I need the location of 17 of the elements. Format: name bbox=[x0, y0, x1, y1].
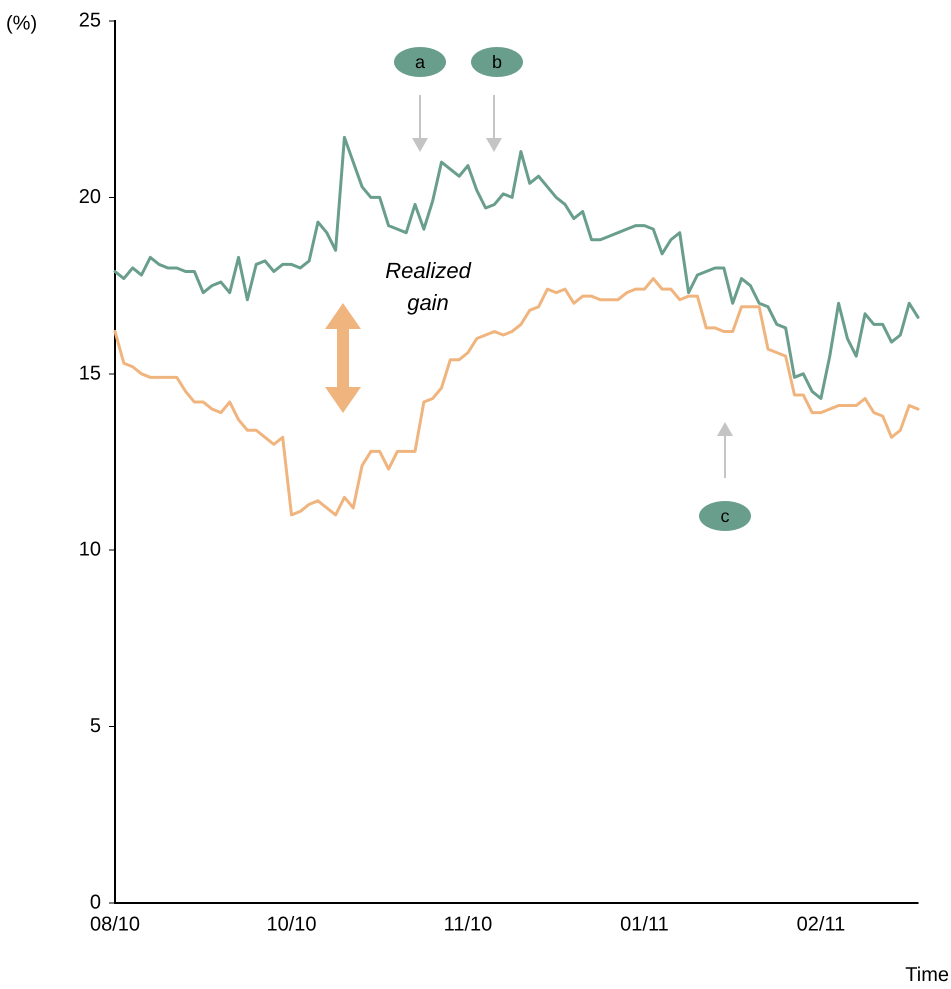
x-tick-label: 01/11 bbox=[620, 914, 669, 936]
y-tick-label: 10 bbox=[78, 538, 101, 561]
y-tick-label: 0 bbox=[90, 892, 101, 914]
x-tick-label: 02/11 bbox=[796, 914, 846, 936]
y-axis-title: (%) bbox=[6, 12, 38, 35]
annotation: c bbox=[720, 506, 730, 526]
annotation: a bbox=[414, 52, 426, 72]
y-tick-label: 20 bbox=[78, 186, 101, 208]
annotation: b bbox=[492, 52, 502, 72]
x-tick-label: 10/10 bbox=[266, 914, 317, 936]
x-tick-label: 11/10 bbox=[444, 914, 492, 936]
annotation: Realized gain bbox=[385, 258, 472, 316]
y-tick-label: 15 bbox=[78, 362, 101, 384]
y-tick-label: 25 bbox=[78, 10, 101, 32]
x-axis-title: Time bbox=[905, 964, 949, 986]
x-tick-label: 08/10 bbox=[90, 914, 140, 936]
y-tick-label: 5 bbox=[90, 715, 101, 738]
